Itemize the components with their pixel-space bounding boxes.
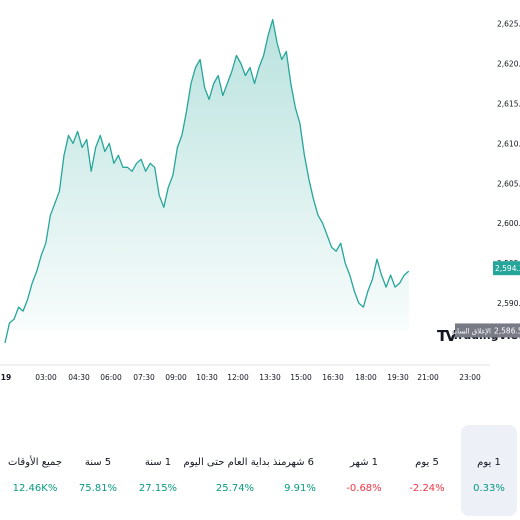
price-chart[interactable]: 2,625.000 2,620.000 2,615.000 2,610.000 2,60… (0, 0, 520, 390)
period-label: 1 شهر (349, 457, 379, 468)
x-tick-label: 03:00 (35, 373, 57, 382)
period-change-value: 0.33% (473, 483, 505, 494)
last-price-badge (493, 261, 520, 276)
x-tick-label: 21:00 (417, 373, 439, 382)
price-line (4, 18, 410, 344)
previous-close-label: الإغلاق السابق (449, 327, 491, 335)
last-price-label: 2,594.370 (495, 264, 520, 273)
x-tick-label: 09:00 (165, 373, 187, 382)
period-change-value: 9.91% (284, 483, 316, 494)
period-label: 6 شهر (285, 457, 315, 468)
period-tab-0[interactable]: 1 يوم 0.33% (461, 425, 517, 516)
price-markers: 2,594.370 2,586.574الإغلاق السابق (449, 261, 520, 338)
period-tab-6[interactable]: 5 سنة 75.81% (70, 425, 126, 516)
period-tab-5[interactable]: 1 سنة 27.15% (130, 425, 186, 516)
x-tick-label: 07:30 (133, 373, 155, 382)
x-tick-label: 13:30 (259, 373, 281, 382)
period-label: 1 يوم (477, 457, 501, 468)
period-change-value: 25.74% (215, 483, 255, 494)
period-tab-3[interactable]: 6 شهر 9.91% (272, 425, 328, 516)
x-tick-label: 18:00 (355, 373, 377, 382)
period-change-value: -0.68% (346, 483, 382, 494)
x-tick-label: 16:30 (322, 373, 344, 382)
x-tick-label: 23:00 (459, 373, 481, 382)
x-tick-label: 12:00 (227, 373, 249, 382)
x-tick-label: 06:00 (100, 373, 122, 382)
y-tick-label: 2,600.000 (497, 219, 520, 228)
period-change-value: -2.24% (409, 483, 445, 494)
period-change-value: 27.15% (138, 483, 178, 494)
y-tick-label: 2,615.000 (497, 99, 520, 108)
y-tick-label: 2,605.000 (497, 179, 520, 188)
period-label: جميع الأوقات (7, 457, 63, 468)
period-tab-7[interactable]: جميع الأوقات 12.46K% (7, 425, 63, 516)
period-label: منذ بداية العام حتى اليوم (183, 457, 287, 468)
y-tick-label: 2,625.000 (497, 20, 520, 29)
x-tick-label: 19:30 (387, 373, 409, 382)
period-tab-4[interactable]: منذ بداية العام حتى اليوم 25.74% (180, 425, 290, 516)
period-label: 1 سنة (144, 457, 172, 468)
price-area-fill (5, 19, 409, 343)
previous-close-value: 2,586.574 (494, 326, 520, 335)
y-tick-label: 2,590.000 (497, 299, 520, 308)
previous-close-badge (455, 323, 520, 338)
period-tab-2[interactable]: 1 شهر -0.68% (336, 425, 392, 516)
period-label: 5 سنة (84, 457, 112, 468)
period-change-value: 75.81% (78, 483, 118, 494)
x-axis: 19 03:00 04:30 06:00 07:30 09:00 10:30 12:00 13:… (0, 364, 490, 382)
period-change-value: 12.46K% (12, 483, 58, 494)
x-tick-label: 10:30 (196, 373, 218, 382)
period-tab-1[interactable]: 5 يوم -2.24% (399, 425, 455, 516)
performance-periods: 1 يوم 0.33% 5 يوم -2.24% 1 شهر -0.68% 6 شهر 9.9… (0, 425, 520, 520)
x-tick-label: 15:00 (290, 373, 312, 382)
y-tick-label: 2,620.000 (497, 60, 520, 69)
x-tick-label: 19 (1, 373, 11, 382)
tradingview-logo-mark: TV (437, 327, 457, 345)
period-label: 5 يوم (415, 457, 439, 468)
x-tick-label: 04:30 (68, 373, 90, 382)
y-tick-label: 2,610.000 (497, 139, 520, 148)
